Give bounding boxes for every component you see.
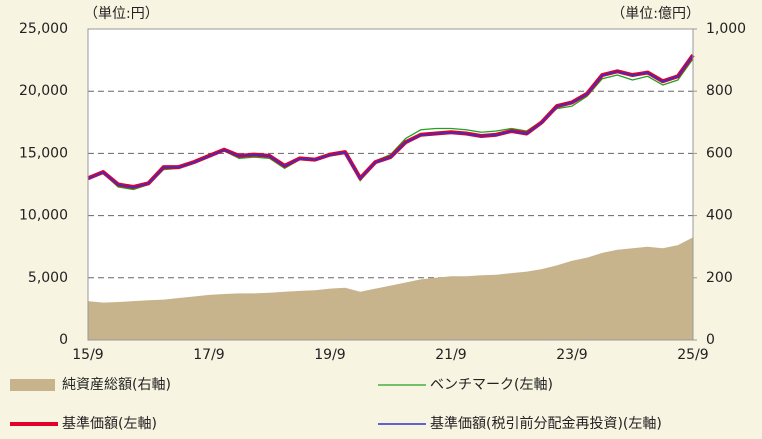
x-tick-label: 23/9 [556,347,587,363]
unit-left: （単位:円） [84,6,159,22]
plot-border [87,28,694,341]
x-tick-label: 21/9 [435,347,466,363]
legend-swatch [10,379,55,391]
unit-right: （単位:億円） [611,6,700,22]
y2-tick-label: 800 [706,83,733,99]
x-tick-label: 25/9 [677,347,708,363]
y2-tick-label: 200 [706,270,733,286]
area [88,237,693,340]
y2-tick-label: 400 [706,208,733,224]
y2-tick-label: 600 [706,145,733,161]
y-tick-label: 10,000 [19,208,68,224]
legend-label: ベンチマーク(左軸) [430,377,553,393]
y-tick-label: 15,000 [19,145,68,161]
y-tick-label: 5,000 [28,270,68,286]
x-tick-label: 15/9 [72,347,103,363]
y-tick-label: 0 [59,332,68,348]
y-tick-label: 20,000 [19,83,68,99]
legend-label: 基準価額(税引前分配金再投資)(左軸) [430,415,662,432]
legend-label: 純資産総額(右軸) [62,377,171,393]
x-tick-label: 17/9 [193,347,224,363]
y-tick-label: 25,000 [19,21,68,37]
x-tick-label: 19/9 [314,347,345,363]
y2-tick-label: 1,000 [706,21,746,37]
line [87,54,694,188]
y2-tick-label: 0 [706,332,715,348]
legend-label: 基準価額(左軸) [62,415,157,432]
